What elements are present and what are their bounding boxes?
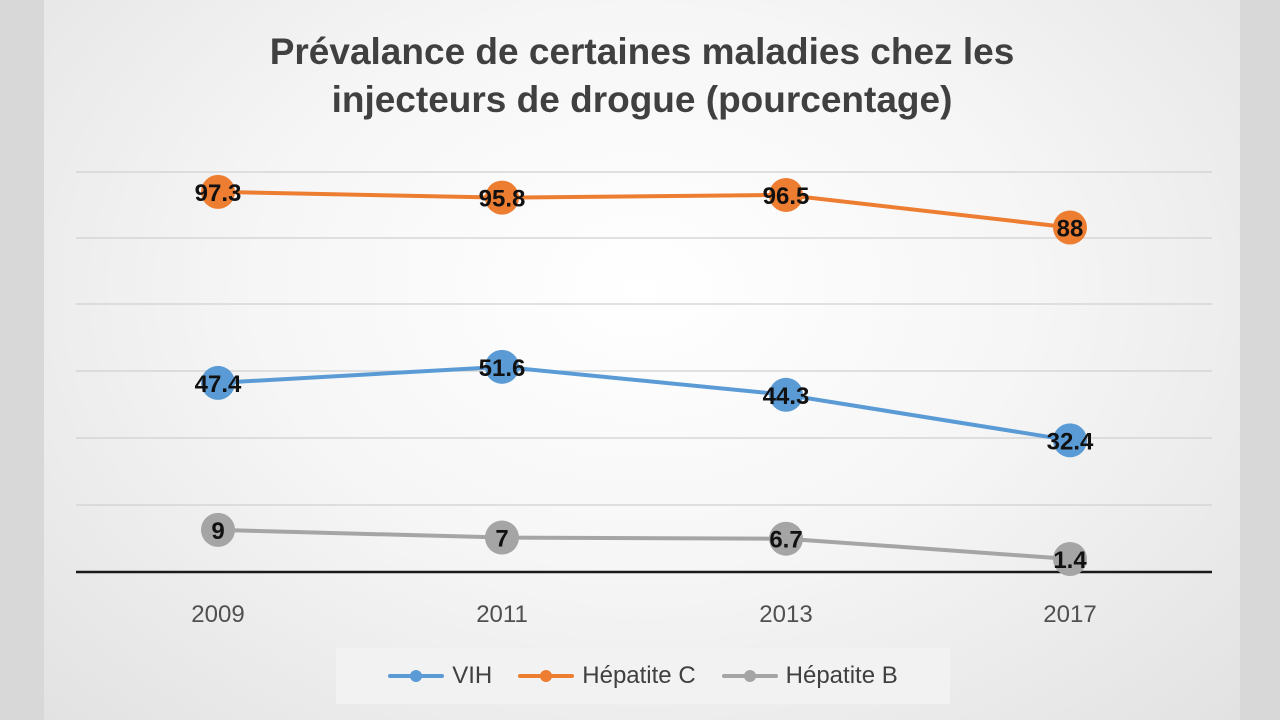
data-label-2009: 9 — [211, 518, 224, 545]
chart-background — [44, 0, 1240, 720]
data-point-2009 — [201, 512, 235, 547]
series-h-patite-b: 9 7 6.7 1.4 — [201, 512, 1087, 576]
data-point-2013 — [769, 521, 803, 556]
legend-swatch-vih — [388, 670, 445, 682]
data-point-2011 — [485, 349, 519, 384]
gridlines — [76, 171, 1212, 506]
legend-item-hepatite-c[interactable]: Hépatite C — [518, 662, 696, 690]
legend-item-vih[interactable]: VIH — [388, 662, 492, 690]
data-point-2013 — [769, 177, 803, 212]
legend-label-hepatite-b: Hépatite B — [785, 662, 898, 689]
data-label-2011: 51.6 — [479, 355, 526, 382]
legend-label-hepatite-c: Hépatite C — [582, 662, 696, 689]
legend-item-hepatite-b[interactable]: Hépatite B — [721, 662, 898, 690]
data-point-2011 — [485, 520, 519, 555]
data-label-2011: 95.8 — [479, 186, 526, 213]
data-point-2017 — [1053, 210, 1087, 245]
data-point-2009 — [201, 174, 235, 209]
chart-title-line-1: Prévalance de certaines maladies chez le… — [269, 31, 1015, 72]
data-label-2017: 1.4 — [1053, 547, 1087, 574]
x-tick-label-2009: 2009 — [191, 601, 244, 628]
legend-swatch-hepatite-c — [518, 670, 575, 682]
data-label-2017: 88 — [1057, 215, 1084, 242]
data-label-2013: 6.7 — [769, 527, 802, 554]
data-label-2013: 96.5 — [763, 183, 810, 210]
legend-label-vih: VIH — [452, 662, 493, 689]
x-axis: 2009 2011 2013 2017 — [76, 570, 1212, 628]
data-point-2011 — [485, 180, 519, 215]
series-vih: 47.4 51.6 44.3 32.4 — [195, 349, 1094, 458]
series-line — [217, 527, 1071, 561]
chart-title: Prévalance de certaines maladies chez le… — [44, 28, 1240, 124]
data-point-2013 — [769, 377, 803, 412]
data-label-2017: 32.4 — [1047, 428, 1094, 455]
x-tick-label-2013: 2013 — [759, 601, 812, 628]
data-label-2011: 7 — [495, 526, 508, 553]
x-tick-label-2011: 2011 — [476, 601, 528, 628]
series-line — [217, 364, 1071, 443]
data-label-2009: 97.3 — [195, 180, 242, 207]
data-point-2009 — [201, 365, 235, 400]
data-label-2013: 44.3 — [763, 383, 810, 410]
chart-title-line-2: injecteurs de drogue (pourcentage) — [331, 79, 953, 120]
legend-swatch-hepatite-b — [721, 670, 778, 682]
x-tick-label-2017: 2017 — [1043, 601, 1096, 628]
series-h-patite-c: 97.3 95.8 96.5 88 — [195, 174, 1087, 245]
legend: VIH Hépatite C Hépatite B — [336, 648, 950, 704]
series-line — [217, 189, 1071, 230]
series-layer: 47.4 51.6 44.3 32.4 97.3 95.8 96.5 88 9 7 6.7 1.4 — [195, 174, 1094, 576]
data-point-2017 — [1053, 541, 1087, 576]
data-label-2009: 47.4 — [195, 371, 242, 398]
data-point-2017 — [1053, 423, 1087, 458]
